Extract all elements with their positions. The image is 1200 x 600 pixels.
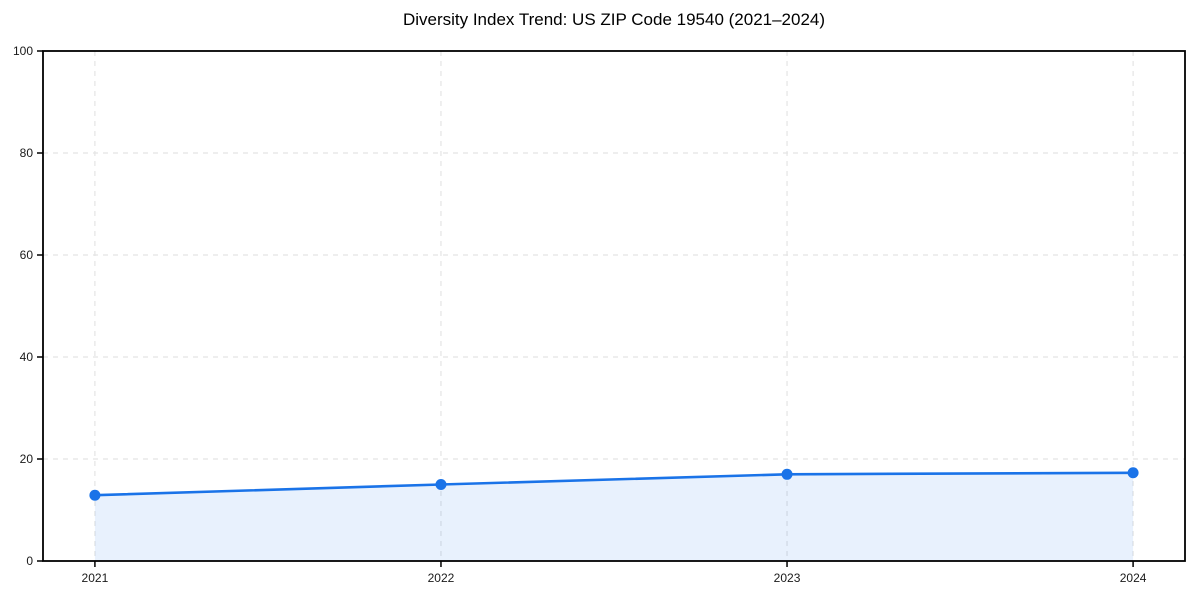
plot-border bbox=[42, 50, 1186, 562]
data-point bbox=[781, 468, 793, 480]
area-fill bbox=[94, 472, 1134, 561]
data-point bbox=[435, 479, 447, 490]
y-tick-label: 100 bbox=[13, 44, 33, 58]
y-tick-label: 80 bbox=[20, 146, 34, 160]
y-tick-label: 40 bbox=[20, 350, 34, 364]
data-point bbox=[89, 489, 101, 501]
x-tick-label: 2021 bbox=[82, 571, 109, 585]
trend-line bbox=[93, 471, 1135, 497]
data-point bbox=[1127, 467, 1139, 479]
y-tick-label: 20 bbox=[20, 452, 34, 466]
y-tick-label: 60 bbox=[20, 248, 34, 262]
x-tick-label: 2024 bbox=[1120, 571, 1147, 585]
chart-title: Diversity Index Trend: US ZIP Code 19540… bbox=[402, 10, 826, 29]
y-tick-label: 0 bbox=[26, 554, 33, 568]
x-tick-label: 2022 bbox=[428, 571, 455, 585]
x-tick-label: 2023 bbox=[774, 571, 801, 585]
